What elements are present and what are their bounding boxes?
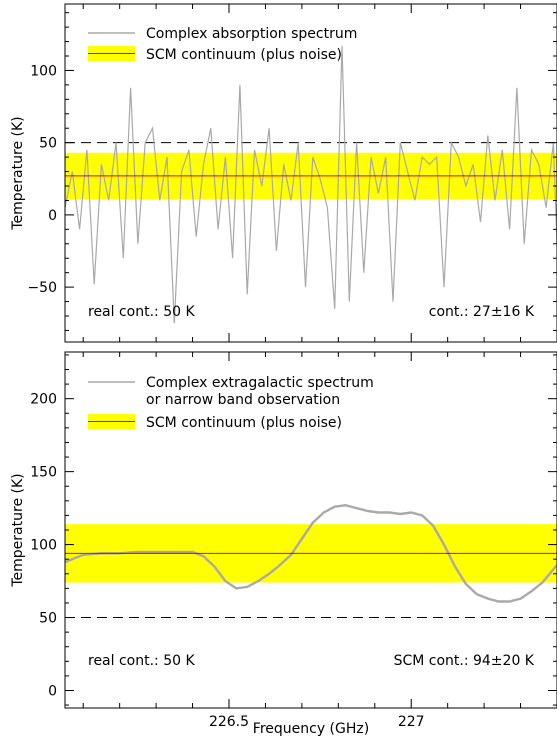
y-tick-label: 50 <box>39 136 57 152</box>
x-tick-label: 227 <box>398 714 425 730</box>
annotation-right: SCM cont.: 94±20 K <box>394 653 535 669</box>
y-tick-label: 0 <box>48 208 57 224</box>
annotation-right: cont.: 27±16 K <box>429 304 535 320</box>
y-tick-label: −50 <box>27 280 57 296</box>
y-tick-label: 100 <box>30 63 57 79</box>
legend-label: SCM continuum (plus noise) <box>146 415 342 431</box>
y-axis-label: Temperature (K) <box>10 473 26 587</box>
y-tick-label: 200 <box>30 392 57 408</box>
annotation-left: real cont.: 50 K <box>88 653 195 669</box>
panel-bottom: 0 50 100 150 200 226.5 227 Complex extragalact… <box>10 351 557 737</box>
y-tick-label: 150 <box>30 465 57 481</box>
y-tick-label: 50 <box>39 611 57 627</box>
panel-top: −50 0 50 100 Complex absorption spectrum SC… <box>10 3 557 343</box>
legend-label: Complex absorption spectrum <box>146 26 357 42</box>
plot-frame <box>64 351 557 709</box>
y-tick-label: 0 <box>48 683 57 699</box>
axis-ticks: 0 50 100 150 200 226.5 227 <box>30 352 557 730</box>
axis-ticks: −50 0 50 100 <box>27 4 557 342</box>
annotation-left: real cont.: 50 K <box>88 304 195 320</box>
legend-label-line2: or narrow band observation <box>146 392 340 408</box>
legend-label: Complex extragalactic spectrum <box>146 375 374 391</box>
spectrum-line <box>65 503 557 603</box>
y-tick-label: 100 <box>30 538 57 554</box>
x-axis-label: Frequency (GHz) <box>253 721 369 737</box>
legend-label: SCM continuum (plus noise) <box>146 47 342 63</box>
x-tick-label: 226.5 <box>209 714 249 730</box>
spectrum-line <box>65 45 557 324</box>
y-axis-label: Temperature (K) <box>10 116 26 230</box>
plot-frame <box>64 3 557 343</box>
